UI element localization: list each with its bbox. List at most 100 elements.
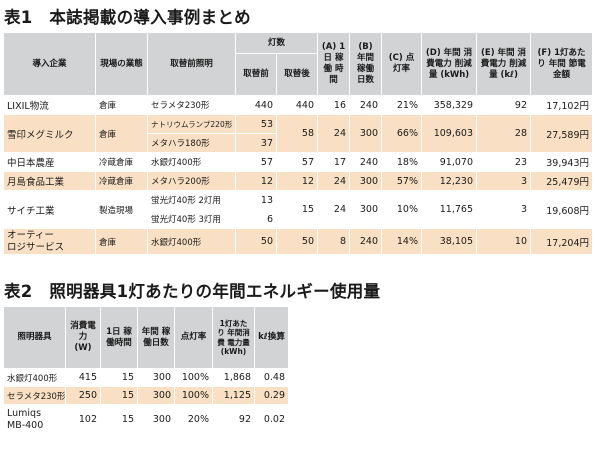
work-cell: 冷蔵倉庫 [95, 171, 148, 191]
header-b: (B) 年間 稼働 日数 [349, 32, 383, 96]
header-fixture: 照明器具 [3, 306, 66, 369]
a-cell: 17 [317, 152, 351, 172]
header-d: (D) 年間 消費電力 削減量 (kWh) [421, 32, 478, 96]
b-cell: 300 [349, 171, 383, 191]
company-cell: LIXIL物流 [3, 95, 96, 115]
a-cell: 24 [317, 190, 351, 229]
fixture-cell: 蛍光灯40形 2灯用 [147, 190, 236, 210]
table-row: Lumiqs MB-400 102 15 300 20% 92 0.02 [3, 404, 289, 435]
company-cell: 雪印メグミルク [3, 114, 96, 153]
table-row: LIXIL物流 倉庫 セラメタ230形 440 440 16 240 21% 3… [3, 95, 594, 115]
table-row: オーティー ロジサービス 倉庫 水銀灯400形 50 50 8 240 14% … [3, 228, 594, 255]
header-lamps-after: 取替後 [275, 53, 319, 96]
power-cell: 250 [65, 386, 101, 405]
rate-cell: 100% [174, 368, 213, 387]
f-cell: 25,479円 [530, 171, 594, 191]
d-cell: 358,329 [421, 95, 478, 115]
lamps-after-cell: 50 [275, 228, 319, 255]
a-cell: 24 [317, 114, 351, 153]
header-lamps: 灯数 [234, 32, 319, 54]
fixture-cell: ナトリウムランプ220形 [147, 114, 236, 134]
d-cell: 91,070 [421, 152, 478, 172]
fixture-cell: メタハラ200形 [147, 171, 236, 191]
days-cell: 300 [137, 386, 175, 405]
b-cell: 240 [349, 152, 383, 172]
c-cell: 14% [381, 228, 423, 255]
header-hours: 1日 稼働時間 [100, 306, 138, 369]
energy-cell: 92 [212, 404, 255, 435]
table-row: 中日本農産 冷蔵倉庫 水銀灯400形 57 57 17 240 18% 91,0… [3, 152, 594, 172]
header-f: (F) 1灯あたり 年間 節電金額 [530, 32, 594, 96]
days-cell: 300 [137, 368, 175, 387]
table1-title: 表1 本誌掲載の導入事例まとめ [4, 8, 251, 27]
table-row: 雪印メグミルク 倉庫 ナトリウムランプ220形 53 58 24 300 66%… [3, 114, 594, 153]
e-cell: 3 [476, 171, 532, 191]
lamps-before-cell: 57 [235, 152, 277, 172]
work-cell: 製造現場 [95, 190, 148, 229]
lamps-after-cell: 440 [275, 95, 319, 115]
hours-cell: 15 [100, 404, 138, 435]
f-cell: 19,608円 [530, 190, 594, 229]
lamps-before-cell: 440 [235, 95, 277, 115]
work-cell: 冷蔵倉庫 [95, 152, 148, 172]
d-cell: 38,105 [421, 228, 478, 255]
company-cell: オーティー ロジサービス [3, 228, 96, 255]
table-row: サイチ工業 製造現場 蛍光灯40形 2灯用 13 15 24 300 10% 1… [3, 190, 594, 229]
work-cell: 倉庫 [95, 95, 148, 115]
header-a: (A) 1日 稼働 時間 [317, 32, 351, 96]
lamps-before-cell: 53 [235, 114, 277, 134]
table-row: 月島食品工業 冷蔵倉庫 メタハラ200形 12 12 24 300 57% 12… [3, 171, 594, 191]
energy-cell: 1,868 [212, 368, 255, 387]
header-energy: 1灯あたり 年間消費 電力量 (kWh) [212, 306, 255, 369]
hours-cell: 15 [100, 386, 138, 405]
lamps-after-cell: 12 [275, 171, 319, 191]
header-e: (E) 年間 消費電力 削減量 (kℓ) [476, 32, 532, 96]
work-cell: 倉庫 [95, 114, 148, 153]
lamps-after-cell: 57 [275, 152, 319, 172]
c-cell: 10% [381, 190, 423, 229]
table2-title: 表2 照明器具1灯あたりの年間エネルギー使用量 [4, 282, 381, 301]
table1: 導入企業 現場の業態 取替前照明 灯数 (A) 1日 稼働 時間 (B) 年間 … [3, 32, 594, 255]
header-company: 導入企業 [3, 32, 96, 96]
fixture-cell: セラメタ230形 [3, 386, 66, 405]
d-cell: 109,603 [421, 114, 478, 153]
b-cell: 300 [349, 190, 383, 229]
fixture-cell: 水銀灯400形 [3, 368, 66, 387]
energy-cell: 1,125 [212, 386, 255, 405]
company-cell: サイチ工業 [3, 190, 96, 229]
header-c: (C) 点灯率 [381, 32, 423, 96]
company-cell: 中日本農産 [3, 152, 96, 172]
fixture-cell: メタハラ180形 [147, 133, 236, 153]
header-days: 年間 稼働日数 [137, 306, 175, 369]
fixture-cell: セラメタ230形 [147, 95, 236, 115]
b-cell: 240 [349, 228, 383, 255]
lamps-after-cell: 58 [275, 114, 319, 153]
e-cell: 28 [476, 114, 532, 153]
table2: 照明器具 消費電力 (W) 1日 稼働時間 年間 稼働日数 点灯率 1灯あたり … [3, 306, 289, 435]
rate-cell: 100% [174, 386, 213, 405]
f-cell: 17,204円 [530, 228, 594, 255]
lamps-before-cell: 37 [235, 133, 277, 153]
lamps-before-cell: 6 [235, 209, 277, 229]
c-cell: 21% [381, 95, 423, 115]
e-cell: 23 [476, 152, 532, 172]
f-cell: 39,943円 [530, 152, 594, 172]
a-cell: 24 [317, 171, 351, 191]
c-cell: 18% [381, 152, 423, 172]
header-kl: kℓ換算 [254, 306, 289, 369]
f-cell: 27,589円 [530, 114, 594, 153]
b-cell: 300 [349, 114, 383, 153]
power-cell: 102 [65, 404, 101, 435]
header-lamps-before: 取替前 [235, 53, 277, 96]
d-cell: 11,765 [421, 190, 478, 229]
table-row: セラメタ230形 250 15 300 100% 1,125 0.29 [3, 386, 289, 405]
fixture-cell: 水銀灯400形 [147, 152, 236, 172]
company-cell: 月島食品工業 [3, 171, 96, 191]
lamps-before-cell: 12 [235, 171, 277, 191]
kl-cell: 0.48 [254, 368, 289, 387]
kl-cell: 0.29 [254, 386, 289, 405]
c-cell: 57% [381, 171, 423, 191]
power-cell: 415 [65, 368, 101, 387]
c-cell: 66% [381, 114, 423, 153]
header-fixture: 取替前照明 [147, 32, 236, 96]
